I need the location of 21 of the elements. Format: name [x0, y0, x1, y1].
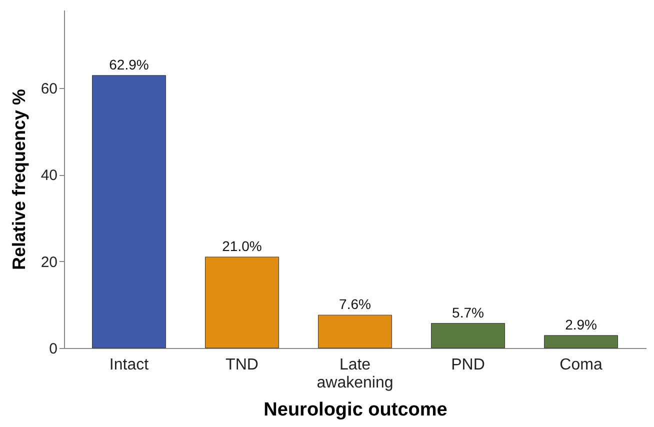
bar [92, 75, 166, 348]
bar [544, 335, 618, 348]
y-tick-label: 20 [40, 254, 58, 271]
y-tick-label: 60 [40, 80, 58, 98]
x-tick-label: Intact [109, 356, 150, 374]
data-label: 7.6% [339, 296, 371, 312]
x-tick-label: Coma [560, 356, 602, 374]
data-label: 62.9% [109, 56, 149, 72]
y-tick-label: 40 [40, 167, 58, 184]
x-tick-label: PND [451, 356, 485, 374]
bar [431, 323, 505, 348]
bar [205, 256, 279, 348]
y-tick-label: 0 [49, 340, 58, 358]
data-label: 2.9% [565, 316, 597, 332]
y-axis-title: Relative frequency % [8, 88, 29, 270]
bar [318, 314, 392, 348]
data-label: 5.7% [452, 304, 484, 320]
data-label: 21.0% [222, 238, 262, 254]
x-axis-title: Neurologic outcome [264, 400, 448, 420]
x-tick-label: Late awakening [316, 356, 394, 392]
x-tick-label: TND [226, 356, 258, 374]
